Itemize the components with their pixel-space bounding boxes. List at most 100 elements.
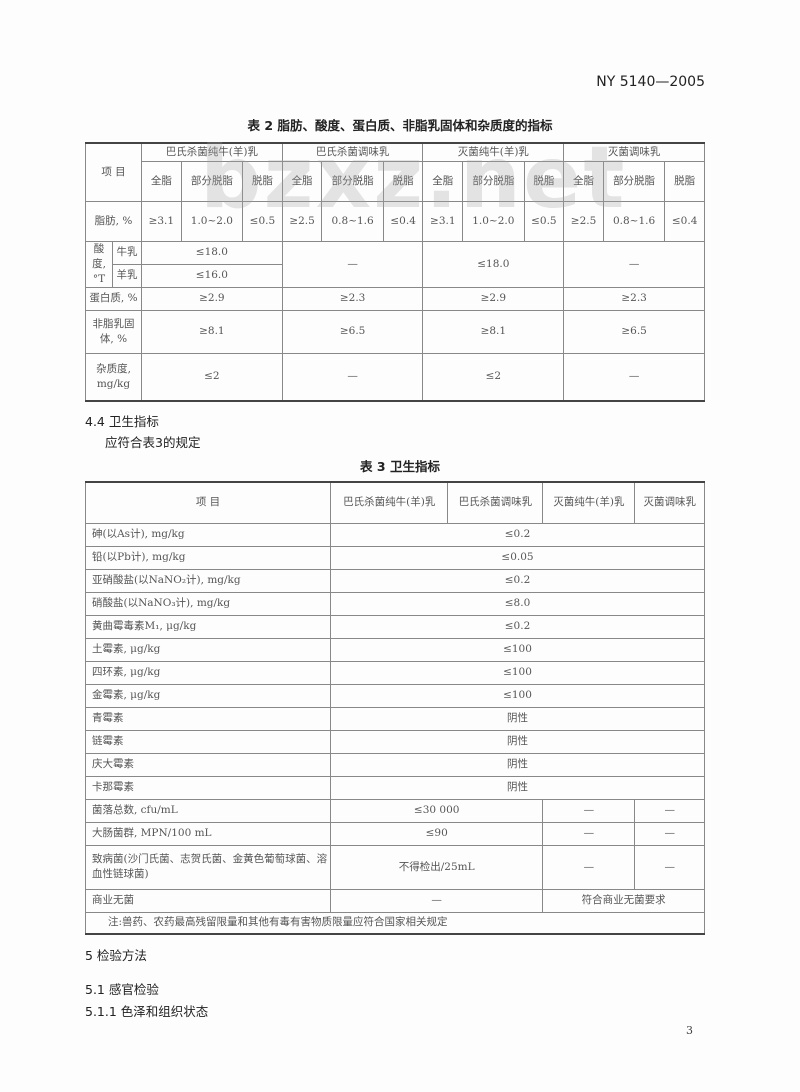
value: ≥2.5 xyxy=(563,200,604,242)
sub-header: 脱脂 xyxy=(664,160,705,202)
column-header: 项 目 xyxy=(85,481,331,524)
value: 阴性 xyxy=(330,752,705,777)
watermark: bzxz.net xyxy=(200,128,627,228)
section-4-4-title: 4.4 卫生指标 xyxy=(85,414,159,429)
item-label: 亚硝酸盐(以NaNO₂计), mg/kg xyxy=(85,568,331,593)
column-header: 灭菌调味乳 xyxy=(634,481,705,524)
value: — xyxy=(329,888,544,913)
item-label: 金霉素, μg/kg xyxy=(85,683,331,708)
sub-header: 部分脱脂 xyxy=(321,160,384,202)
value: ≥6.5 xyxy=(563,309,705,354)
value: ≤0.5 xyxy=(523,200,565,242)
sub-header: 脱脂 xyxy=(242,160,283,202)
value: — xyxy=(542,798,636,823)
solids-label: 非脂乳固体, % xyxy=(85,309,142,354)
sub-header: 部分脱脂 xyxy=(602,160,666,202)
section-4-4-text: 应符合表3的规定 xyxy=(105,435,201,450)
value: — xyxy=(542,821,636,846)
item-label: 硝酸盐(以NaNO₃计), mg/kg xyxy=(85,591,331,616)
sub-header: 部分脱脂 xyxy=(462,160,525,202)
value: ≥6.5 xyxy=(281,309,424,354)
value: ≤0.4 xyxy=(382,200,424,242)
sub-header: 部分脱脂 xyxy=(180,160,244,202)
value: ≥2.3 xyxy=(563,286,705,311)
value: ≥2.3 xyxy=(281,286,424,311)
value: 阴性 xyxy=(330,729,705,754)
value: ≤100 xyxy=(330,637,705,662)
column-header: 巴氏杀菌调味乳 xyxy=(447,481,544,524)
item-label: 卡那霉素 xyxy=(85,775,331,800)
table3: 项 目巴氏杀菌纯牛(羊)乳 巴氏杀菌调味乳 灭菌纯牛(羊)乳 灭菌调味乳 砷(以As计… xyxy=(85,481,705,935)
value: ≤18.0 xyxy=(422,240,565,288)
group-header: 巴氏杀菌纯牛(羊)乳 xyxy=(141,142,283,162)
value: ≤0.2 xyxy=(330,522,705,547)
item-label: 菌落总数, cfu/mL xyxy=(85,798,331,823)
sub-header: 脱脂 xyxy=(523,160,565,202)
protein-label: 蛋白质, % xyxy=(85,286,142,311)
standard-number: NY 5140—2005 xyxy=(596,74,705,90)
value: ≥2.9 xyxy=(141,286,283,311)
value: — xyxy=(563,352,705,402)
table2-caption: 表 2 脂肪、酸度、蛋白质、非脂乳固体和杂质度的指标 xyxy=(247,118,553,133)
item-label: 链霉素 xyxy=(85,729,331,754)
value: ≥8.1 xyxy=(141,309,283,354)
value: ≤2 xyxy=(141,352,283,402)
item-label: 土霉素, μg/kg xyxy=(85,637,331,662)
value: 不得检出/25mL xyxy=(329,844,544,890)
value: ≤100 xyxy=(330,683,705,708)
item-label: 大肠菌群, MPN/100 mL xyxy=(85,821,331,846)
item-header: 项 目 xyxy=(85,142,142,202)
value: ≤0.2 xyxy=(330,568,705,593)
item-label: 四环素, μg/kg xyxy=(85,660,331,685)
table2: 项 目 巴氏杀菌纯牛(羊)乳 巴氏杀菌调味乳 灭菌纯牛(羊)乳 灭菌调味乳 全脂… xyxy=(85,142,705,402)
column-header: 巴氏杀菌纯牛(羊)乳 xyxy=(329,481,449,524)
value: — xyxy=(281,352,424,402)
value: — xyxy=(634,798,705,823)
value: — xyxy=(563,240,705,288)
value: — xyxy=(281,240,424,288)
item-label: 黄曲霉毒素M₁, μg/kg xyxy=(85,614,331,639)
value: 阴性 xyxy=(330,706,705,731)
section-5-1-1-title: 5.1.1 色泽和组织状态 xyxy=(85,1004,209,1019)
item-label: 致病菌(沙门氏菌、志贺氏菌、金黄色葡萄球菌、溶血性链球菌) xyxy=(85,844,331,890)
value: — xyxy=(634,844,705,890)
item-label: 铅(以Pb计), mg/kg xyxy=(85,545,331,570)
value: ≤0.2 xyxy=(330,614,705,639)
value: ≤8.0 xyxy=(330,591,705,616)
acid-goat-label: 羊乳 xyxy=(112,263,142,288)
sub-header: 全脂 xyxy=(141,160,182,202)
value: ≥8.1 xyxy=(422,309,565,354)
table-note: 注:兽药、农药最高残留限量和其他有毒有害物质限量应符合国家相关规定 xyxy=(85,911,705,935)
value: ≤2 xyxy=(422,352,565,402)
value: 0.8~1.6 xyxy=(602,200,666,242)
table3-caption: 表 3 卫生指标 xyxy=(360,459,440,474)
value: ≤18.0 xyxy=(141,240,283,265)
value: 符合商业无菌要求 xyxy=(542,888,705,913)
value: ≤0.5 xyxy=(242,200,283,242)
item-label: 庆大霉素 xyxy=(85,752,331,777)
section-5-title: 5 检验方法 xyxy=(85,948,147,963)
item-label: 砷(以As计), mg/kg xyxy=(85,522,331,547)
value: ≤16.0 xyxy=(141,263,283,288)
sub-header: 脱脂 xyxy=(382,160,424,202)
item-label: 青霉素 xyxy=(85,706,331,731)
sub-header: 全脂 xyxy=(422,160,464,202)
value: ≤0.05 xyxy=(330,545,705,570)
value: ≥3.1 xyxy=(141,200,182,242)
value: ≥2.9 xyxy=(422,286,565,311)
page-number: 3 xyxy=(686,1024,693,1037)
value: ≤0.4 xyxy=(664,200,705,242)
value: 0.8~1.6 xyxy=(321,200,384,242)
value: — xyxy=(634,821,705,846)
column-header: 灭菌纯牛(羊)乳 xyxy=(542,481,636,524)
value: 阴性 xyxy=(330,775,705,800)
value: — xyxy=(542,844,636,890)
acid-label: 酸度, °T xyxy=(85,240,113,288)
acid-cow-label: 牛乳 xyxy=(112,240,142,265)
item-label: 商业无菌 xyxy=(85,888,331,913)
section-5-1-title: 5.1 感官检验 xyxy=(85,982,159,997)
impurity-label: 杂质度, mg/kg xyxy=(85,352,142,402)
value: ≤30 000 xyxy=(329,798,544,823)
fat-label: 脂肪, % xyxy=(85,200,142,242)
